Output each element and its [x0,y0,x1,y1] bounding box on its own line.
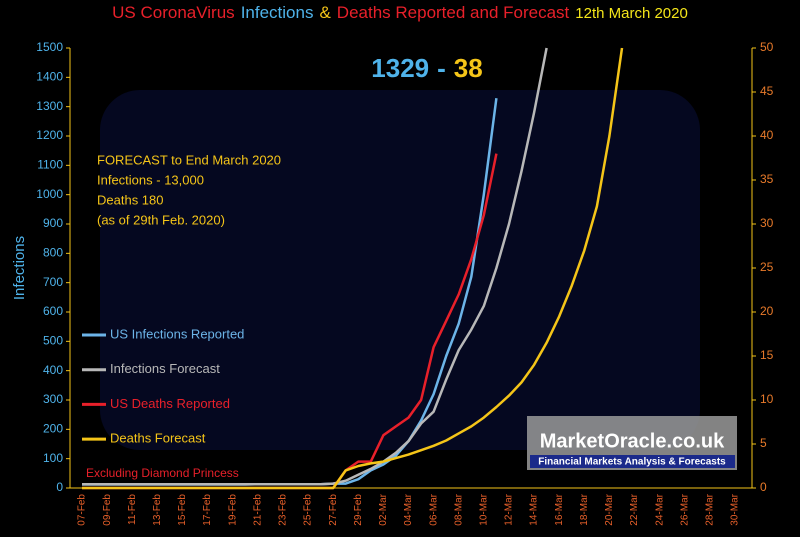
x-tick-label: 02-Mar [378,493,389,525]
x-tick-label: 13-Feb [152,494,163,526]
y2-tick-label: 35 [760,172,774,186]
x-tick-label: 23-Feb [278,494,289,526]
watermark: MarketOracle.co.uk [540,430,725,452]
title-part: Deaths Reported and Forecast [337,3,570,22]
x-tick-label: 29-Feb [353,494,364,526]
headline-part: 38 [454,53,483,83]
y2-tick-label: 50 [760,40,774,54]
x-tick-label: 09-Feb [102,494,113,526]
y2-tick-label: 25 [760,260,774,274]
x-tick-label: 14-Mar [529,493,540,525]
y-tick-label: 500 [43,334,63,348]
legend-label: Infections Forecast [110,361,220,376]
y2-tick-label: 45 [760,84,774,98]
y2-tick-label: 20 [760,304,774,318]
series-line [82,47,624,490]
y-tick-label: 600 [43,304,63,318]
forecast-note: Deaths 180 [97,192,164,207]
y-tick-label: 300 [43,392,63,406]
y-tick-label: 700 [43,275,63,289]
y-tick-label: 400 [43,363,63,377]
x-tick-label: 22-Mar [629,493,640,525]
x-tick-label: 19-Feb [227,494,238,526]
y2-tick-label: 0 [760,480,767,494]
x-tick-label: 21-Feb [252,494,263,526]
y-tick-label: 100 [43,451,63,465]
x-tick-label: 26-Mar [679,493,690,525]
headline: 1329-38 [371,53,482,83]
x-tick-label: 30-Mar [730,493,741,525]
x-tick-label: 06-Mar [428,493,439,525]
title-part: Infections [241,3,314,22]
x-tick-label: 11-Feb [127,494,138,525]
y-tick-label: 1100 [37,158,63,172]
y-tick-label: 1400 [36,70,63,84]
x-tick-label: 04-Mar [403,493,414,525]
y2-tick-label: 5 [760,436,767,450]
y-tick-label: 0 [56,480,63,494]
y2-tick-label: 30 [760,216,774,230]
x-tick-label: 20-Mar [604,493,615,525]
legend-label: US Infections Reported [110,326,244,341]
forecast-note: FORECAST to End March 2020 [97,152,281,167]
chart-title: US CoronaVirus Infections & Deaths Reported… [112,3,688,22]
x-tick-label: 08-Mar [453,493,464,525]
x-tick-label: 17-Feb [202,494,213,526]
y-tick-label: 800 [43,246,63,260]
headline-part: - [437,53,446,83]
legend-label: Deaths Forecast [110,431,206,446]
headline-part: 1329 [371,53,429,83]
x-tick-label: 07-Feb [77,494,88,526]
y-axis-label: Infections [11,236,28,300]
map-backdrop [100,90,700,450]
title-part: & [319,3,331,22]
x-tick-label: 25-Feb [303,494,314,526]
title-part: US CoronaVirus [112,3,235,22]
y-tick-label: 900 [43,216,63,230]
y-tick-label: 1000 [36,187,63,201]
forecast-note: (as of 29th Feb. 2020) [97,212,225,227]
x-tick-label: 15-Feb [177,494,188,526]
x-tick-label: 10-Mar [478,493,489,525]
y2-tick-label: 15 [760,348,774,362]
y-tick-label: 1200 [36,128,63,142]
series-line [82,47,548,486]
legend-label: US Deaths Reported [110,396,230,411]
y-tick-label: 1300 [36,99,63,113]
x-tick-label: 12-Mar [504,493,515,525]
x-tick-label: 27-Feb [328,494,339,526]
footnote: Excluding Diamond Princess [86,466,239,480]
y2-tick-label: 10 [760,392,774,406]
y2-tick-label: 40 [760,128,774,142]
y-tick-label: 200 [43,422,63,436]
x-tick-label: 16-Mar [554,493,565,525]
title-part: 12th March 2020 [575,5,688,22]
x-tick-label: 24-Mar [654,493,665,525]
x-tick-label: 18-Mar [579,493,590,525]
y-tick-label: 1500 [36,40,63,54]
forecast-note: Infections - 13,000 [97,172,204,187]
watermark-tagline: Financial Markets Analysis & Forecasts [538,457,726,468]
watermark-band [530,455,735,468]
x-tick-label: 28-Mar [705,493,716,525]
